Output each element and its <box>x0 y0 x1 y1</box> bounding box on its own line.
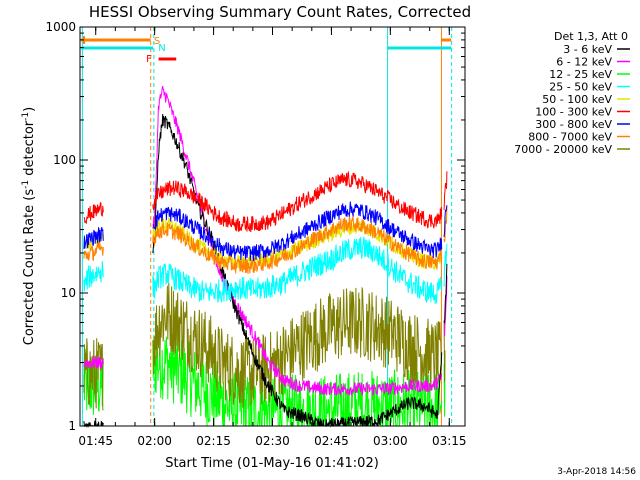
x-tick-label: 02:45 <box>314 434 349 448</box>
legend-label: 7000 - 20000 keV <box>514 143 612 156</box>
legend-label: 100 - 300 keV <box>535 106 612 119</box>
flag-label-f: F <box>146 54 152 65</box>
axis-layer: 01:45 02:00 02:15 02:30 02:45 03:00 03:15 1 10 10… <box>45 20 466 448</box>
flag-layer: SNF <box>81 36 452 65</box>
footer-timestamp: 3-Apr-2018 14:56 <box>557 467 636 477</box>
x-tick-label: 02:15 <box>196 434 231 448</box>
y-tick-label: 1 <box>68 419 76 433</box>
legend-label: 300 - 800 keV <box>535 118 612 131</box>
y-axis-label: Corrected Count Rate (s-1 detector-1) <box>21 107 37 345</box>
x-tick-label: 01:45 <box>78 434 113 448</box>
x-axis-label: Start Time (01-May-16 01:41:02) <box>165 456 379 471</box>
legend-label: 50 - 100 keV <box>542 93 612 106</box>
series-100-300-kev <box>83 170 448 233</box>
series-layer <box>83 85 448 428</box>
legend-label: 800 - 7000 keV <box>528 131 612 144</box>
y-tick-label: 10 <box>61 286 76 300</box>
legend-label: 3 - 6 keV <box>563 43 612 56</box>
legend-label: 12 - 25 keV <box>549 68 612 81</box>
series-800-7000-kev <box>83 206 448 274</box>
series-6-12-kev <box>83 85 448 397</box>
x-tick-label: 02:00 <box>137 434 172 448</box>
flag-label-s: S <box>154 36 160 47</box>
chart-title: HESSI Observing Summary Count Rates, Cor… <box>89 3 471 21</box>
legend-label: 25 - 50 keV <box>549 81 612 94</box>
legend-title: Det 1,3, Att 0 <box>554 30 628 43</box>
x-tick-label: 03:00 <box>373 434 408 448</box>
series-300-800-kev <box>83 201 448 262</box>
legend-label: 6 - 12 keV <box>556 56 612 69</box>
y-tick-label: 100 <box>53 153 76 167</box>
y-tick-label: 1000 <box>45 20 76 34</box>
series-25-50-kev <box>83 236 448 304</box>
flag-label-n: N <box>158 43 165 54</box>
x-tick-label: 03:15 <box>432 434 467 448</box>
x-tick-label: 02:30 <box>255 434 290 448</box>
